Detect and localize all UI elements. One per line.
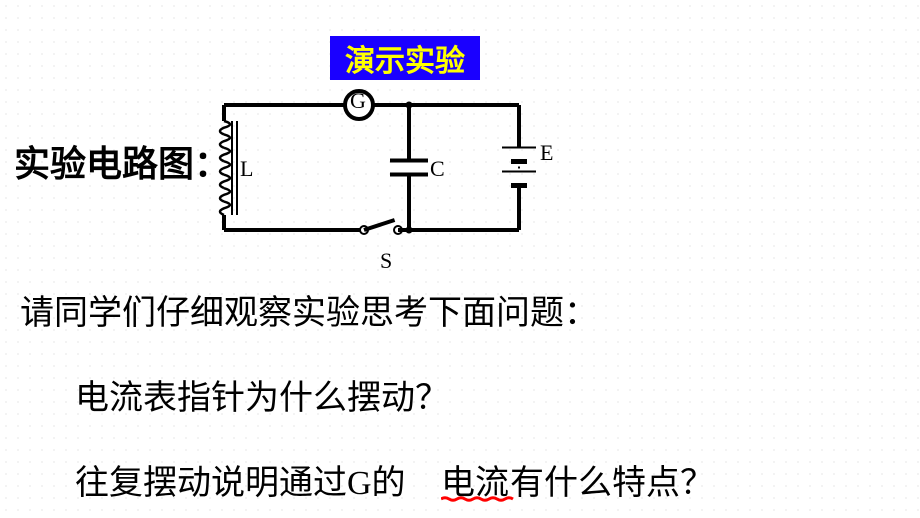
question-2-part-c: 有什么特点？ — [510, 455, 714, 504]
label-capacitor: C — [430, 156, 445, 182]
label-battery: E — [540, 140, 553, 166]
label-galvanometer: G — [350, 88, 366, 114]
underline-path — [441, 498, 513, 501]
question-intro: 请同学们仔细观察实验思考下面问题： — [20, 285, 598, 334]
label-inductor: L — [240, 156, 253, 182]
demo-banner: 演示实验 — [330, 36, 480, 80]
underline-current — [441, 495, 515, 503]
question-2-part-a: 往复摆动说明通过G的 — [75, 455, 406, 504]
circuit-diagram — [214, 85, 544, 265]
circuit-title: 实验电路图： — [14, 135, 230, 187]
question-1: 电流表指针为什么摆动？ — [75, 370, 449, 419]
label-switch: S — [380, 248, 392, 274]
